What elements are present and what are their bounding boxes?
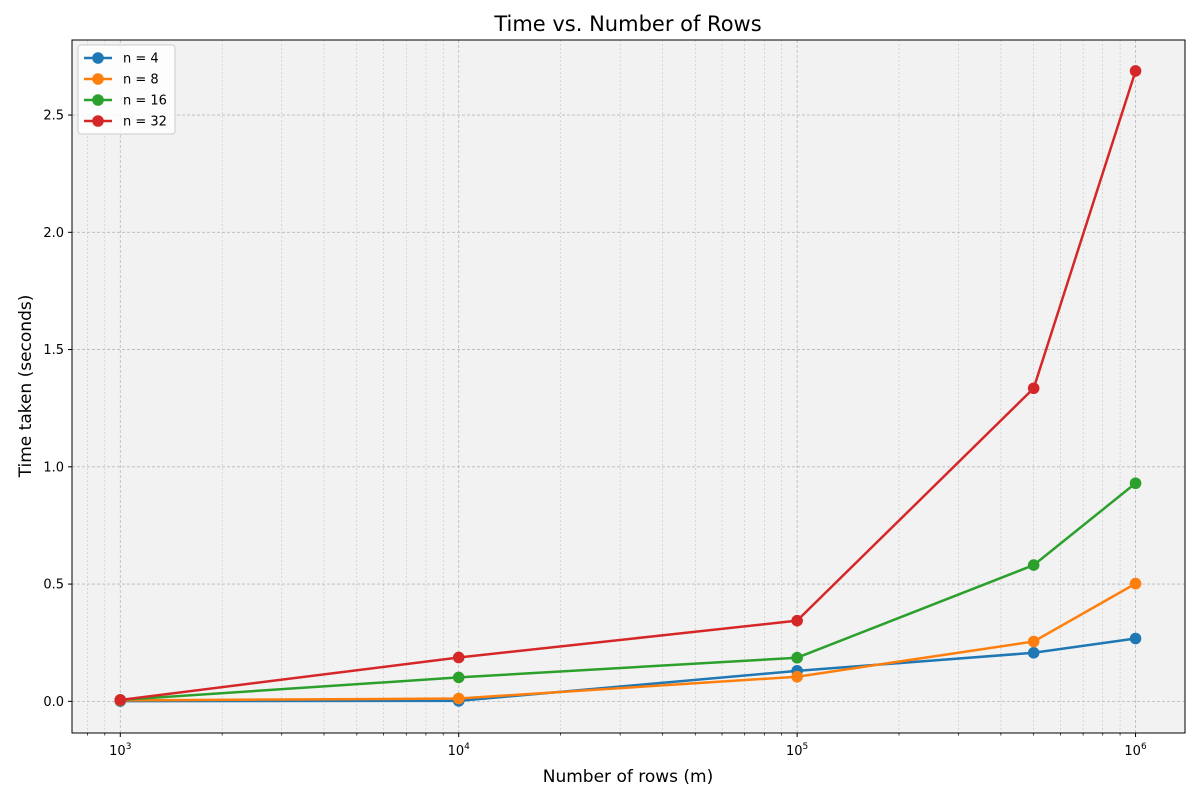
plot-area — [72, 40, 1185, 733]
legend-label: n = 4 — [123, 52, 159, 67]
data-point — [1129, 477, 1142, 490]
data-point — [452, 671, 465, 684]
legend-marker — [92, 73, 104, 85]
legend-item: n = 4 — [84, 52, 159, 67]
y-tick-label: 1.0 — [43, 460, 64, 475]
y-axis-ticks: 0.0 0.5 1.0 1.5 2.0 2.5 — [43, 109, 72, 710]
data-point — [1027, 635, 1040, 648]
legend-item: n = 16 — [84, 94, 167, 109]
data-point — [452, 651, 465, 664]
data-point — [1027, 382, 1040, 395]
x-tick-label: 104 — [448, 742, 471, 759]
data-point — [1129, 632, 1142, 645]
y-axis-label: Time taken (seconds) — [16, 295, 36, 479]
x-tick-label: 106 — [1124, 742, 1147, 759]
x-axis-label: Number of rows (m) — [543, 767, 714, 787]
legend: n = 4 n = 8 n = 16 n = 32 — [77, 44, 176, 135]
legend-marker — [92, 115, 104, 127]
x-tick-label: 105 — [786, 742, 808, 759]
data-point — [1027, 559, 1040, 571]
data-point — [1129, 65, 1142, 77]
legend-box — [77, 44, 176, 135]
legend-label: n = 16 — [123, 94, 167, 109]
y-tick-label: 2.5 — [43, 109, 64, 124]
legend-marker — [92, 52, 104, 64]
legend-marker — [92, 94, 104, 106]
legend-label: n = 32 — [123, 115, 167, 130]
y-tick-label: 0.5 — [43, 578, 64, 593]
data-point — [452, 692, 465, 705]
y-tick-label: 2.0 — [43, 226, 64, 241]
data-point — [1129, 577, 1142, 590]
data-point — [791, 670, 803, 683]
y-tick-label: 1.5 — [43, 343, 64, 358]
y-tick-label: 0.0 — [43, 695, 64, 710]
series-4 — [114, 65, 1142, 706]
chart-title: Time vs. Number of Rows — [493, 12, 761, 36]
legend-label: n = 8 — [123, 73, 159, 88]
data-point — [791, 651, 803, 664]
legend-item: n = 32 — [84, 115, 167, 130]
series-layer — [114, 65, 1142, 707]
x-tick-label: 103 — [109, 742, 131, 759]
x-axis-ticks: 103 104 105 106 — [87, 733, 1147, 759]
plot-frame — [71, 39, 1186, 734]
legend-item: n = 8 — [84, 73, 159, 88]
data-point — [1027, 646, 1040, 659]
data-point — [791, 614, 803, 627]
data-point — [114, 694, 127, 706]
